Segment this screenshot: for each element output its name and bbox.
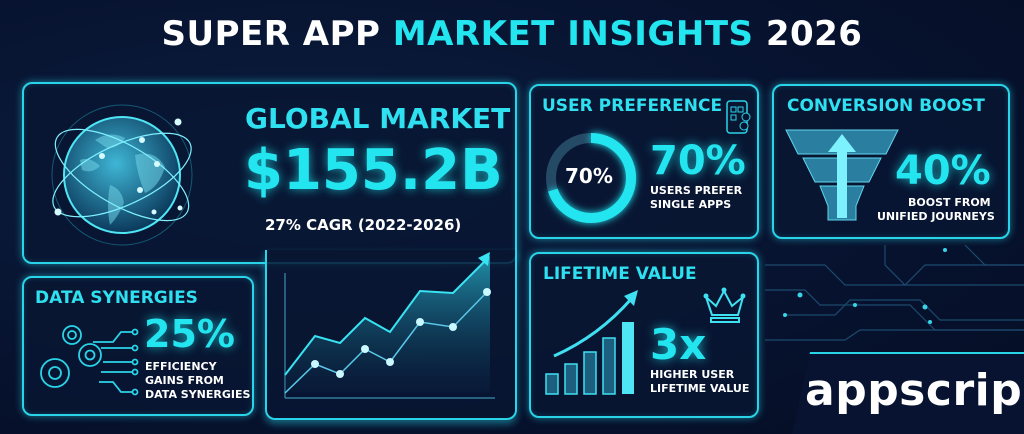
data-synergies-desc-2: GAINS FROM bbox=[145, 374, 224, 387]
page-title: SUPER APP MARKET INSIGHTS 2026 bbox=[0, 14, 1024, 54]
user-preference-desc-2: SINGLE APPS bbox=[650, 198, 732, 211]
global-market-title: GLOBAL MARKET bbox=[245, 102, 511, 135]
rising-bars-icon bbox=[545, 290, 638, 395]
title-part-2: 2026 bbox=[753, 14, 863, 54]
conversion-boost-desc-1: BOOST FROM bbox=[908, 196, 991, 209]
data-synergies-value: 25% bbox=[144, 312, 235, 356]
data-synergies-desc-1: EFFICIENCY bbox=[145, 360, 217, 373]
crown-icon bbox=[703, 287, 746, 323]
preference-ring-chart bbox=[546, 133, 636, 223]
brand-tab bbox=[790, 352, 1024, 434]
user-preference-desc-1: USERS PREFER bbox=[650, 184, 743, 197]
user-preference-title: USER PREFERENCE bbox=[542, 96, 723, 116]
data-synergies-desc-3: DATA SYNERGIES bbox=[145, 388, 251, 401]
ring-percent-label: 70% bbox=[565, 164, 613, 188]
globe-network-icon bbox=[51, 104, 193, 246]
funnel-arrow-icon bbox=[785, 129, 899, 221]
user-preference-value: 70% bbox=[650, 138, 746, 184]
phone-apps-icon bbox=[726, 100, 751, 134]
data-synergies-panel bbox=[22, 276, 254, 416]
global-market-value: $155.2B bbox=[244, 138, 503, 203]
growth-line-chart-icon bbox=[284, 252, 495, 399]
lifetime-value-title: LIFETIME VALUE bbox=[543, 264, 697, 284]
lifetime-value-desc-1: HIGHER USER bbox=[650, 368, 735, 381]
lifetime-value-desc-2: LIFETIME VALUE bbox=[650, 382, 750, 395]
global-market-cagr: 27% CAGR (2022-2026) bbox=[265, 216, 462, 234]
title-part-1: SUPER APP bbox=[161, 14, 393, 54]
title-highlight: MARKET INSIGHTS bbox=[392, 14, 754, 54]
conversion-boost-desc-2: UNIFIED JOURNEYS bbox=[877, 210, 995, 223]
data-synergies-title: DATA SYNERGIES bbox=[35, 288, 198, 308]
conversion-boost-title: CONVERSION BOOST bbox=[787, 96, 985, 116]
brand-logo: appscrip bbox=[805, 365, 1023, 416]
circuit-board-decoration bbox=[765, 244, 1024, 341]
lifetime-value-value: 3x bbox=[650, 320, 707, 369]
gears-circuit-icon bbox=[40, 325, 139, 396]
conversion-boost-value: 40% bbox=[895, 148, 991, 194]
